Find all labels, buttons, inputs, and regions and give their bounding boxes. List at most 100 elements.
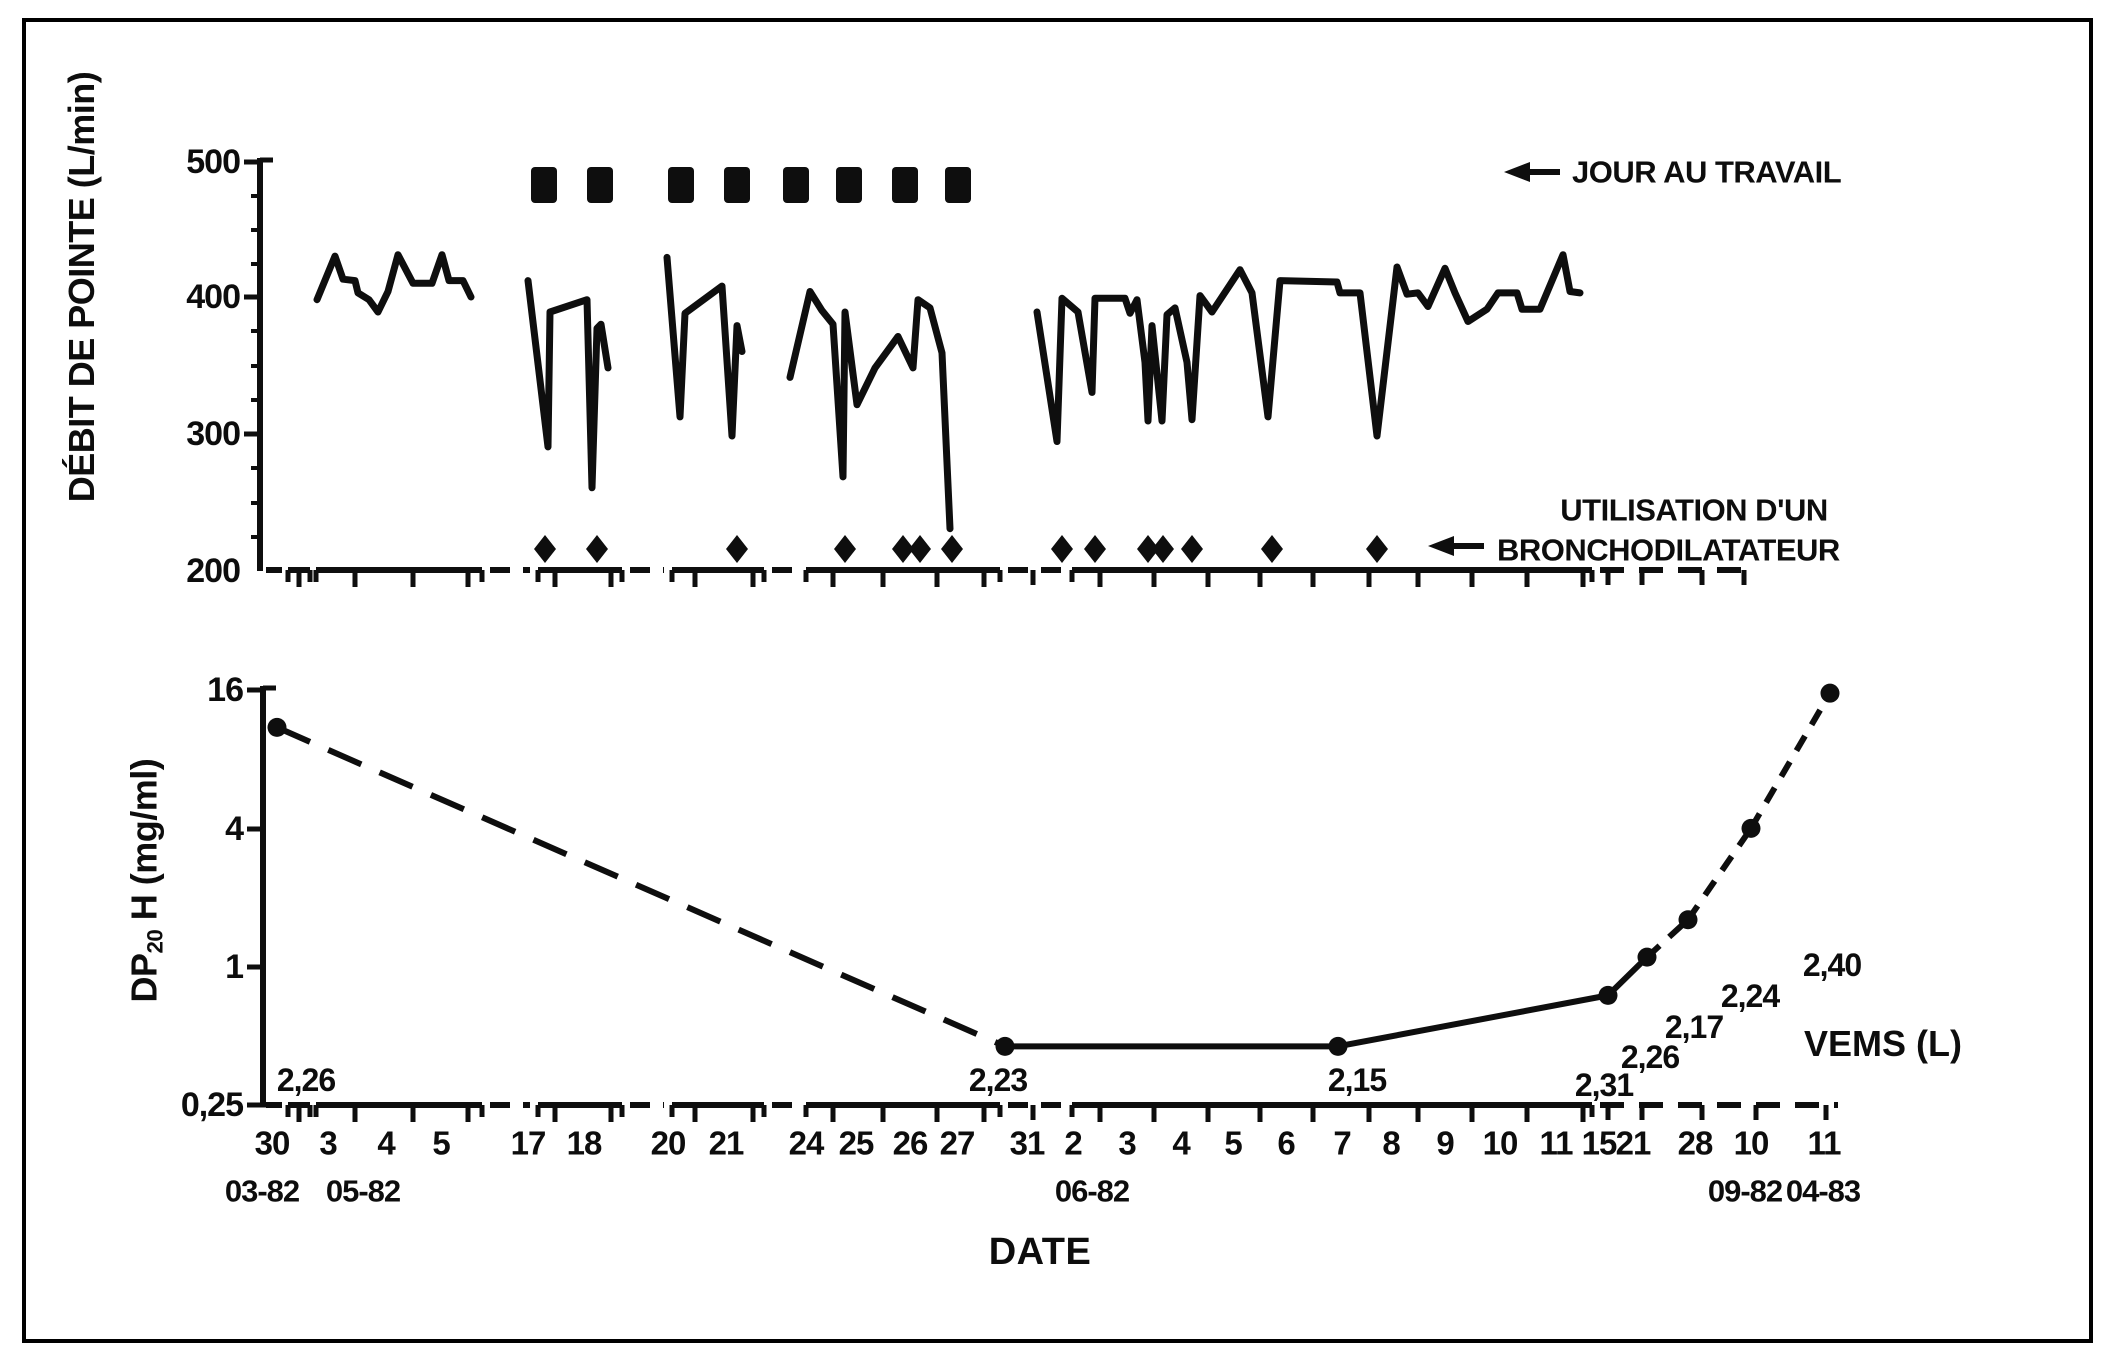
bottom-y-axis-title-pre: DP — [123, 953, 165, 1003]
work-day-square-marker — [783, 167, 809, 203]
dp20-data-point — [1741, 818, 1761, 838]
bronchodilator-diamond-marker — [1152, 535, 1174, 563]
vems-value-label: 2,23 — [968, 1062, 1028, 1098]
bronchodilator-diamond-marker — [834, 535, 856, 563]
bronchodilator-diamond-marker — [1366, 535, 1388, 563]
peak-flow-line — [524, 277, 612, 492]
work-days-arrow-icon — [1504, 162, 1530, 182]
date-tick-label: 2 — [1064, 1124, 1082, 1162]
bottom-y-tick-label: 1 — [225, 948, 244, 986]
date-tick-label: 31 — [1009, 1124, 1046, 1162]
work-day-square-marker — [945, 167, 971, 203]
date-tick-label: 5 — [1224, 1124, 1242, 1162]
dp20-data-point — [1328, 1036, 1348, 1056]
date-tick-label: 11 — [1807, 1124, 1842, 1162]
date-tick-label: 3 — [319, 1124, 337, 1162]
work-day-square-marker — [668, 167, 694, 203]
date-tick-label: 6 — [1277, 1124, 1295, 1162]
dp20-data-point — [1820, 683, 1840, 703]
work-day-square-marker — [587, 167, 613, 203]
date-tick-label: 11 — [1539, 1124, 1574, 1162]
month-label: 05-82 — [325, 1173, 401, 1209]
month-label: 09-82 — [1707, 1173, 1783, 1209]
bronchodilator-diamond-marker — [892, 535, 914, 563]
bronchodilator-diamond-marker — [586, 535, 608, 563]
bottom-y-axis-title-post: H (mg/ml) — [123, 758, 165, 930]
month-label: 04-83 — [1785, 1173, 1861, 1209]
bronchodilator-diamond-marker — [1261, 535, 1283, 563]
date-tick-label: 25 — [838, 1124, 875, 1162]
bottom-y-axis-title-sub: 20 — [142, 929, 168, 954]
date-tick-label: 24 — [788, 1124, 825, 1162]
date-tick-label: 4 — [377, 1124, 395, 1162]
date-tick-label: 15 — [1581, 1124, 1618, 1162]
date-tick-label: 10 — [1482, 1124, 1519, 1162]
bottom-y-tick-label: 16 — [207, 671, 244, 709]
bottom-y-tick-label: 4 — [225, 810, 244, 848]
top-y-tick-label: 500 — [186, 143, 241, 181]
dp20-data-point — [1598, 985, 1618, 1005]
date-tick-label: 21 — [1615, 1124, 1652, 1162]
bottom-y-tick-label: 0,25 — [180, 1086, 244, 1124]
vems-value-label: 2,17 — [1664, 1009, 1724, 1045]
peak-flow-line — [786, 288, 954, 533]
vems-value-label: 2,26 — [276, 1062, 336, 1098]
dp20-data-point — [1678, 910, 1698, 930]
date-tick-label: 10 — [1733, 1124, 1770, 1162]
vems-axis-title: VEMS (L) — [1804, 1023, 1962, 1064]
date-tick-label: 27 — [939, 1124, 976, 1162]
bronchodilator-diamond-marker — [909, 535, 931, 563]
date-tick-label: 4 — [1172, 1124, 1190, 1162]
work-day-square-marker — [892, 167, 918, 203]
date-tick-label: 30 — [254, 1124, 291, 1162]
work-day-square-marker — [724, 167, 750, 203]
x-axis-title: DATE — [988, 1231, 1092, 1273]
bronchodilator-diamond-marker — [1051, 535, 1073, 563]
date-tick-label: 3 — [1118, 1124, 1136, 1162]
top-y-axis-title: DÉBIT DE POINTE (L/min) — [61, 71, 102, 503]
vems-value-label: 2,31 — [1574, 1067, 1634, 1103]
vems-value-label: 2,26 — [1620, 1039, 1680, 1075]
vems-value-label: 2,15 — [1327, 1062, 1387, 1098]
vems-value-label: 2,24 — [1720, 978, 1780, 1014]
date-tick-label: 17 — [510, 1124, 547, 1162]
dp20-data-point — [267, 717, 287, 737]
legend-bronchodilator-line2: BRONCHODILATATEUR — [1497, 532, 1840, 568]
month-label: 06-82 — [1054, 1173, 1130, 1209]
bronchodilator-diamond-marker — [534, 535, 556, 563]
peak-flow-line — [663, 253, 746, 440]
date-tick-label: 5 — [432, 1124, 450, 1162]
date-tick-label: 18 — [566, 1124, 603, 1162]
bottom-y-axis-title: DP20 H (mg/ml) — [123, 621, 168, 1141]
dp20-data-point — [1637, 947, 1657, 967]
legend-work-days-label: JOUR AU TRAVAIL — [1572, 154, 1842, 190]
date-tick-label: 28 — [1677, 1124, 1714, 1162]
date-tick-label: 20 — [650, 1124, 687, 1162]
peak-flow-line — [313, 251, 475, 316]
date-tick-label: 9 — [1436, 1124, 1454, 1162]
top-y-tick-label: 300 — [186, 415, 241, 453]
date-tick-label: 26 — [892, 1124, 929, 1162]
bronchodilator-diamond-marker — [941, 535, 963, 563]
bronchodilator-diamond-marker — [726, 535, 748, 563]
bronchodilator-diamond-marker — [1181, 535, 1203, 563]
work-day-square-marker — [836, 167, 862, 203]
bronchodilator-arrow-icon — [1428, 536, 1454, 556]
top-y-tick-label: 400 — [186, 278, 241, 316]
vems-value-label: 2,40 — [1802, 947, 1862, 983]
top-y-tick-label: 200 — [186, 552, 241, 590]
dp20-data-point — [995, 1036, 1015, 1056]
date-tick-label: 8 — [1382, 1124, 1400, 1162]
legend-bronchodilator-line1: UTILISATION D'UN — [1560, 492, 1828, 528]
date-tick-label: 21 — [708, 1124, 745, 1162]
bronchodilator-diamond-marker — [1137, 535, 1159, 563]
month-label: 03-82 — [224, 1173, 300, 1209]
figure-border — [22, 18, 2093, 1343]
peak-flow-line — [1033, 251, 1584, 445]
bronchodilator-diamond-marker — [1084, 535, 1106, 563]
date-tick-label: 7 — [1333, 1124, 1351, 1162]
work-day-square-marker — [531, 167, 557, 203]
